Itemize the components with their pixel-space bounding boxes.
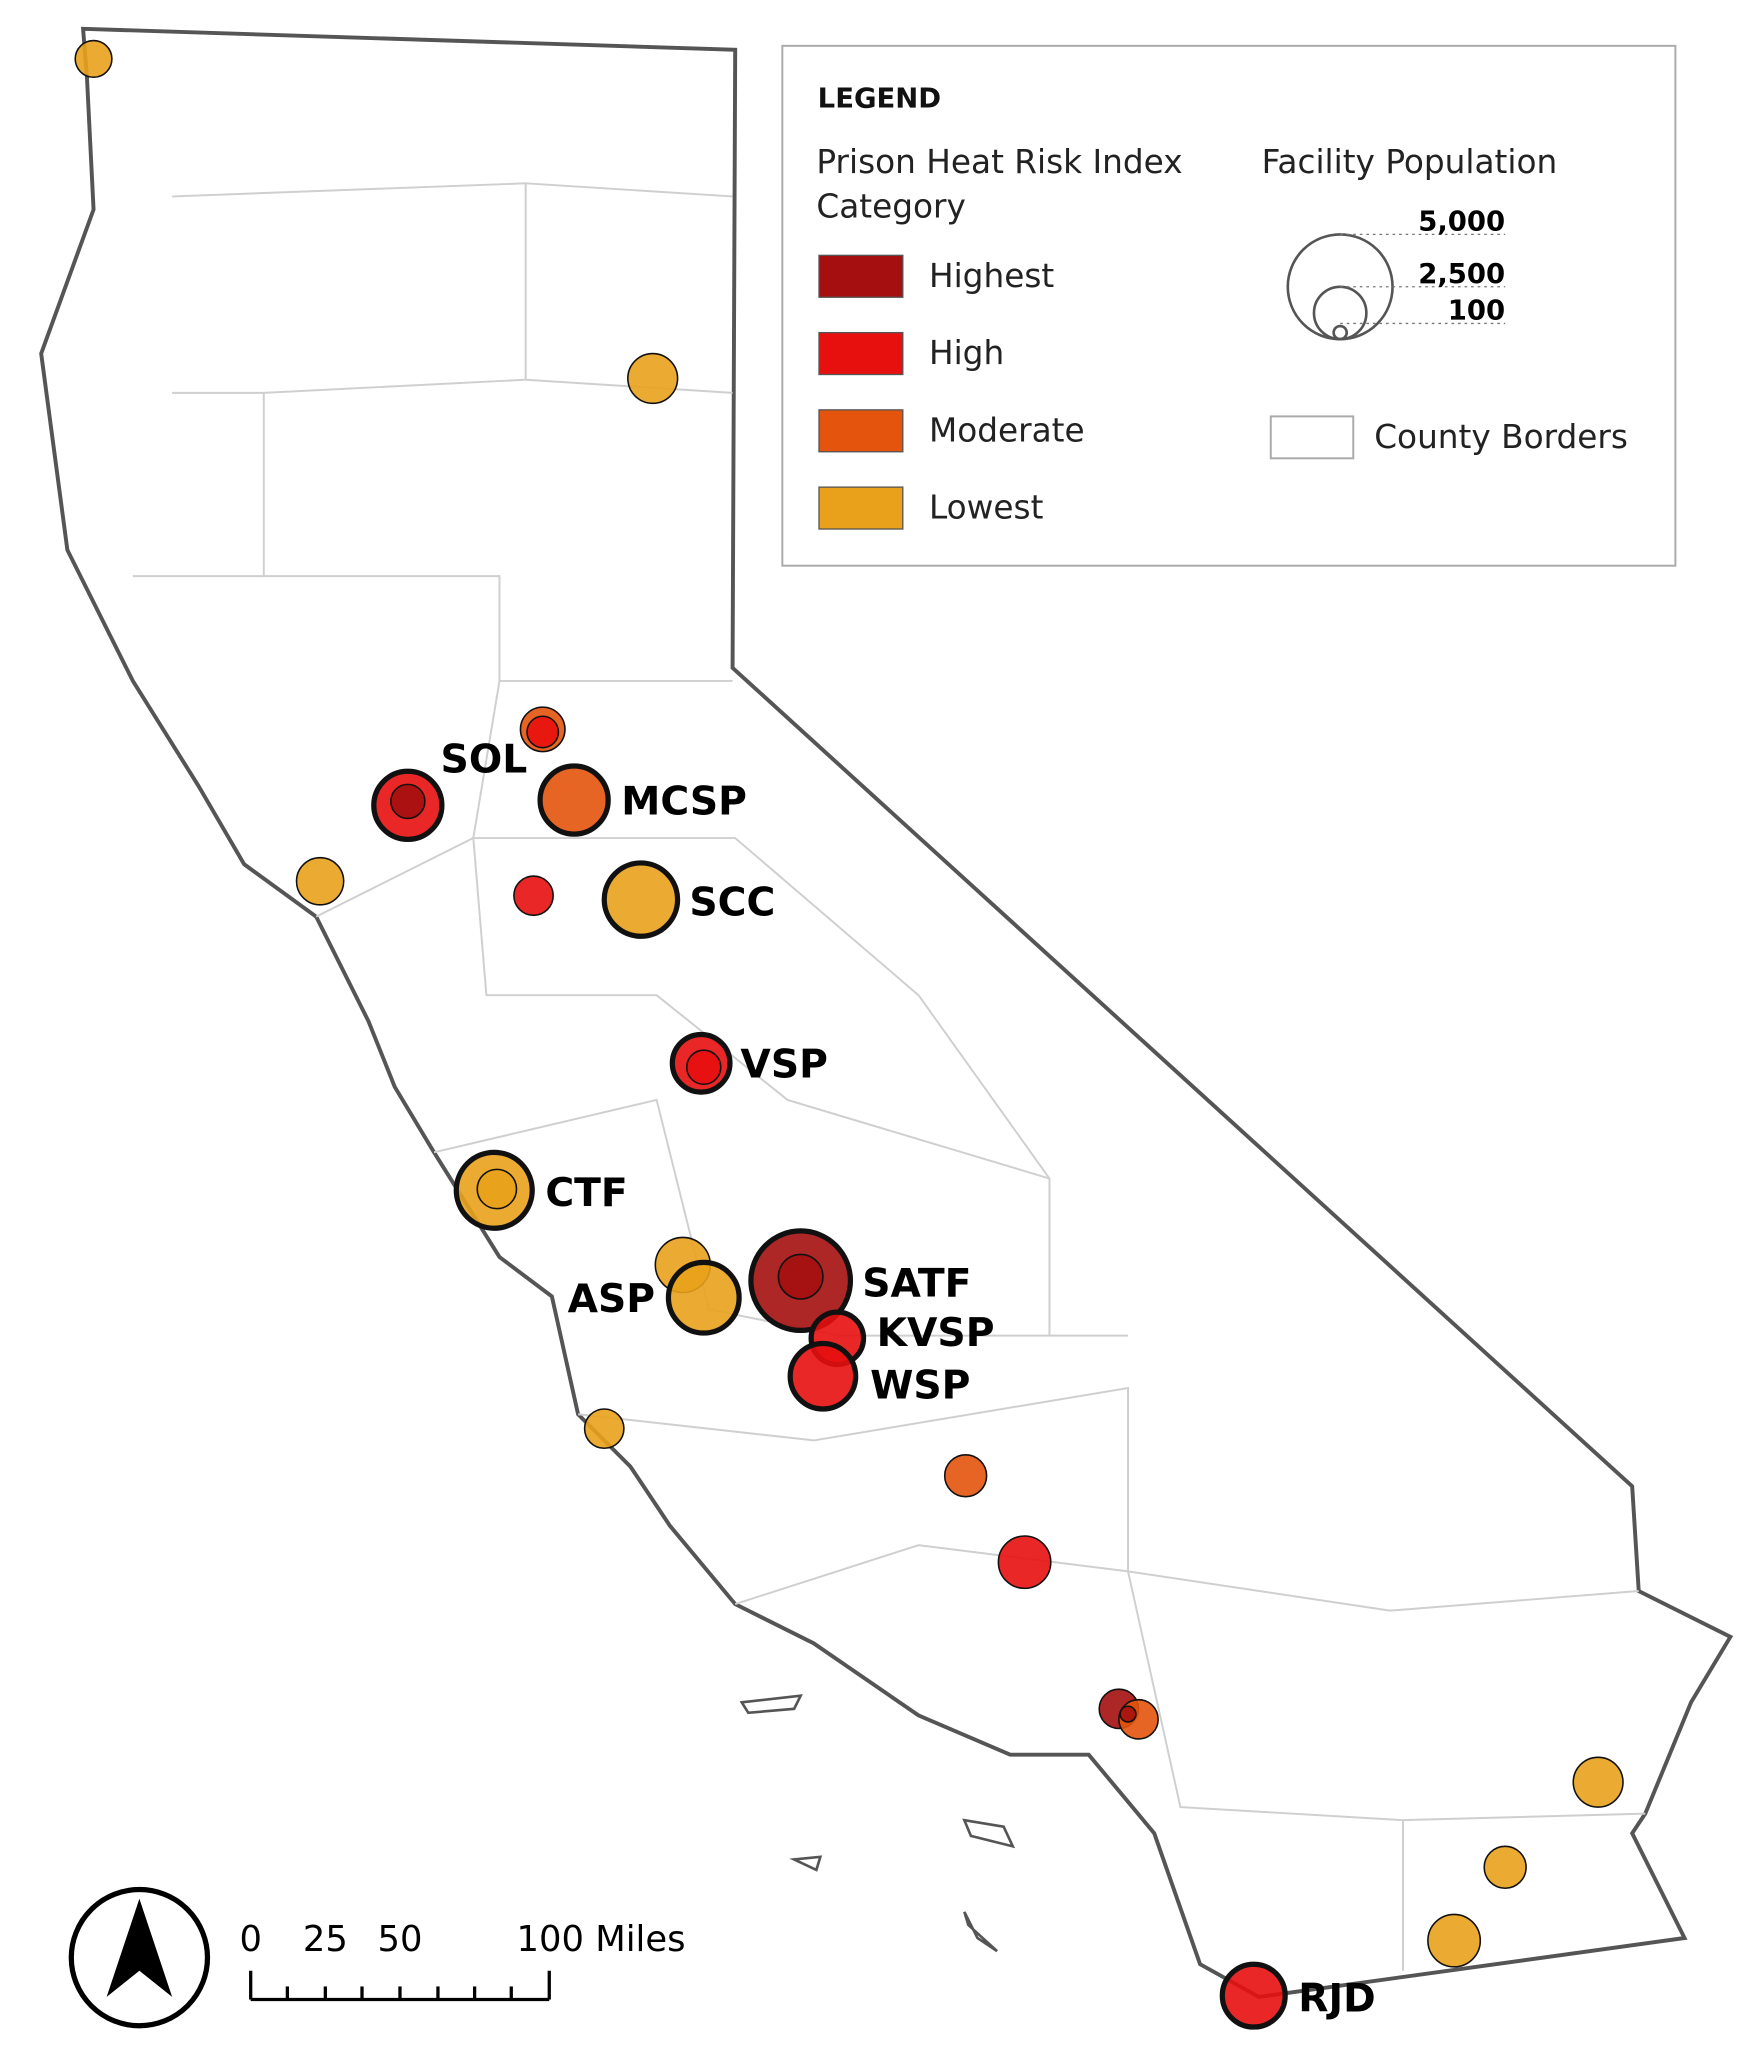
- legend-heading: Category: [816, 187, 965, 225]
- facility-marker: [627, 352, 679, 405]
- size-leaders: [1340, 233, 1506, 325]
- legend-swatch: [818, 486, 904, 530]
- legend-swatch: [818, 331, 904, 376]
- size-label: 100: [1448, 295, 1505, 327]
- facility-marker: [997, 1535, 1052, 1590]
- facility-marker: [787, 1340, 859, 1412]
- legend: LEGEND Prison Heat Risk Index Category H…: [781, 44, 1677, 567]
- facility-label: KVSP: [877, 1311, 995, 1356]
- legend-heading: Facility Population: [1262, 143, 1558, 181]
- facility-marker: [685, 1049, 722, 1086]
- county-swatch: [1269, 415, 1355, 460]
- facility-marker: [1219, 1961, 1288, 2030]
- legend-label: County Borders: [1374, 418, 1628, 456]
- facility-marker: [1572, 1756, 1624, 1808]
- size-label: 5,000: [1418, 205, 1505, 237]
- islands: [739, 1694, 1016, 1953]
- scale-label: 100 Miles: [517, 1919, 686, 1960]
- legend-label: High: [929, 334, 1004, 372]
- facility-marker: [74, 39, 113, 79]
- facility-marker: [665, 1259, 742, 1336]
- facility-marker: [513, 875, 554, 917]
- facility-marker: [390, 783, 426, 820]
- facility-marker: [601, 860, 681, 939]
- facility-label: MCSP: [621, 779, 747, 824]
- legend-swatch: [818, 254, 904, 298]
- facility-marker: [943, 1454, 988, 1498]
- legend-box: [781, 44, 1677, 567]
- facility-labels: SOL MCSP SCC VSP CTF SATF ASP KVSP WSP R…: [441, 738, 1376, 2022]
- scale-label: 50: [377, 1919, 422, 1960]
- facility-marker: [537, 763, 611, 837]
- facility-marker: [777, 1253, 824, 1300]
- facility-label: CTF: [545, 1171, 627, 1216]
- legend-heading: Prison Heat Risk Index: [816, 143, 1182, 181]
- facility-label: SATF: [862, 1261, 971, 1306]
- facility-label: ASP: [568, 1277, 655, 1322]
- facility-marker: [1427, 1913, 1482, 1968]
- scale-label: 0: [239, 1919, 261, 1960]
- facility-markers: [74, 39, 1624, 2030]
- scale-bar: [249, 1970, 551, 2002]
- facility-label: RJD: [1298, 1976, 1375, 2021]
- north-arrow: [68, 1886, 211, 2029]
- facility-label: SCC: [689, 880, 775, 925]
- facility-label: WSP: [870, 1364, 970, 1409]
- facility-marker: [1483, 1845, 1527, 1890]
- legend-label: Lowest: [929, 489, 1044, 527]
- legend-label: Moderate: [929, 411, 1085, 449]
- legend-label: Highest: [929, 257, 1054, 295]
- legend-title: LEGEND: [818, 82, 941, 114]
- facility-label: VSP: [740, 1043, 827, 1088]
- facility-marker: [476, 1168, 518, 1210]
- facility-marker: [583, 1408, 625, 1450]
- facility-marker: [526, 715, 560, 749]
- facility-label: SOL: [441, 738, 528, 783]
- size-label: 2,500: [1418, 258, 1505, 290]
- size-circle: [1332, 324, 1349, 341]
- scale-label: 25: [303, 1919, 348, 1960]
- facility-marker: [1119, 1705, 1137, 1723]
- facility-marker: [295, 856, 345, 906]
- legend-swatch: [818, 409, 904, 453]
